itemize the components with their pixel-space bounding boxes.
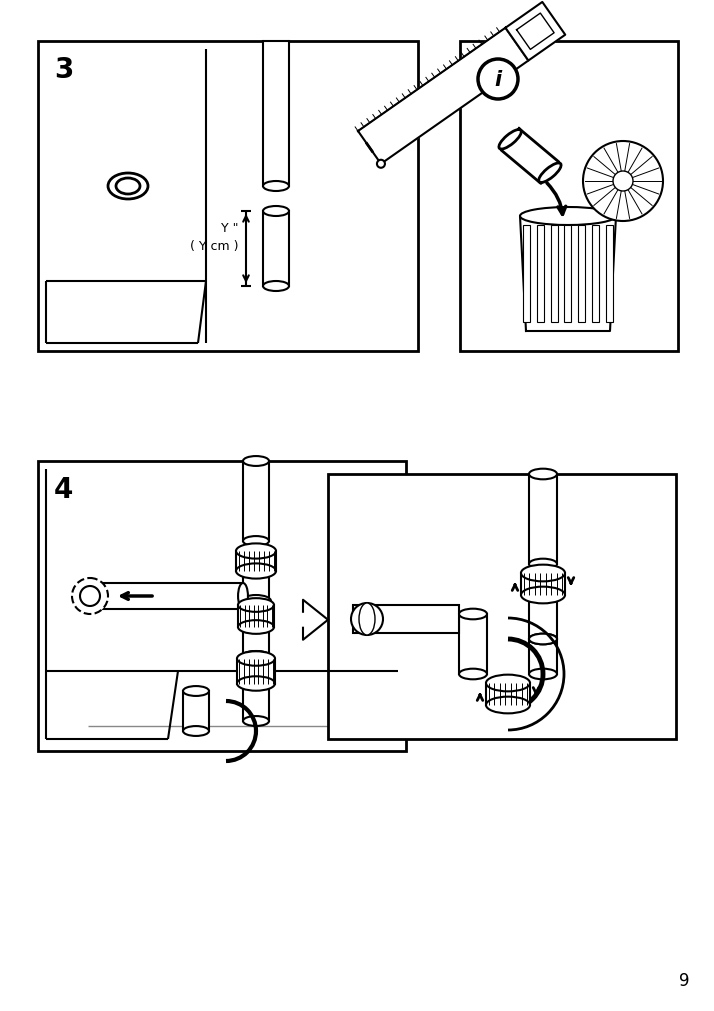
Ellipse shape (243, 717, 269, 726)
Ellipse shape (242, 651, 270, 661)
Ellipse shape (243, 566, 269, 576)
Polygon shape (520, 216, 616, 332)
Text: 4: 4 (54, 475, 74, 503)
Bar (243, 684, 269, 721)
Bar (237, 659, 275, 683)
Ellipse shape (243, 537, 269, 546)
Bar (486, 683, 530, 706)
Circle shape (80, 586, 100, 607)
Circle shape (613, 172, 633, 192)
Circle shape (72, 578, 108, 615)
Bar (38, 462, 406, 751)
Bar (459, 615, 487, 674)
Polygon shape (506, 3, 565, 62)
Bar (529, 474, 557, 564)
Circle shape (478, 60, 518, 100)
Ellipse shape (183, 726, 209, 736)
Polygon shape (501, 129, 559, 184)
Bar (529, 639, 557, 674)
Ellipse shape (243, 602, 269, 612)
Bar (38, 42, 418, 352)
Bar (550, 226, 558, 323)
Bar (565, 226, 571, 323)
Circle shape (583, 142, 663, 221)
Bar (537, 226, 544, 323)
Ellipse shape (486, 697, 530, 714)
Ellipse shape (263, 282, 289, 292)
Ellipse shape (243, 679, 269, 690)
Bar (90, 583, 243, 610)
Ellipse shape (529, 669, 557, 679)
Bar (521, 573, 565, 595)
Bar (592, 226, 599, 323)
Text: 9: 9 (680, 971, 690, 989)
Ellipse shape (486, 675, 530, 692)
Ellipse shape (459, 609, 487, 620)
Bar (605, 226, 613, 323)
Circle shape (351, 604, 383, 635)
Ellipse shape (237, 676, 275, 692)
Ellipse shape (241, 595, 271, 608)
Ellipse shape (238, 583, 248, 610)
Ellipse shape (263, 207, 289, 216)
Ellipse shape (116, 179, 140, 195)
Ellipse shape (499, 130, 521, 150)
Ellipse shape (243, 457, 269, 466)
Ellipse shape (238, 621, 274, 634)
Polygon shape (517, 14, 554, 51)
Bar (529, 595, 557, 639)
Text: Y ": Y " (221, 221, 238, 235)
Ellipse shape (459, 669, 487, 679)
Ellipse shape (243, 623, 269, 632)
Ellipse shape (529, 634, 557, 645)
Bar (243, 571, 269, 607)
Ellipse shape (108, 174, 148, 200)
Ellipse shape (236, 544, 276, 559)
Bar (243, 462, 269, 542)
Ellipse shape (236, 564, 276, 579)
Bar (183, 692, 209, 731)
Ellipse shape (359, 604, 375, 635)
Text: 3: 3 (54, 56, 74, 84)
Bar (578, 226, 585, 323)
Ellipse shape (520, 208, 616, 225)
Ellipse shape (243, 651, 269, 661)
Ellipse shape (183, 686, 209, 697)
Bar (328, 474, 676, 739)
Text: i: i (494, 70, 501, 90)
Ellipse shape (263, 182, 289, 192)
Circle shape (377, 161, 385, 169)
Ellipse shape (237, 652, 275, 666)
Bar (263, 211, 289, 287)
Bar (236, 551, 276, 571)
Bar (238, 606, 274, 628)
Text: ( Y cm ): ( Y cm ) (189, 240, 238, 253)
Polygon shape (358, 28, 528, 165)
Ellipse shape (238, 599, 274, 613)
Polygon shape (298, 601, 328, 640)
Bar (243, 628, 269, 656)
Ellipse shape (529, 469, 557, 480)
Ellipse shape (539, 164, 561, 183)
Bar (353, 606, 459, 633)
Ellipse shape (521, 587, 565, 604)
Ellipse shape (529, 559, 557, 570)
Bar (263, 42, 289, 187)
Ellipse shape (529, 590, 557, 601)
Bar (523, 226, 531, 323)
Ellipse shape (521, 565, 565, 581)
Ellipse shape (529, 634, 557, 645)
Bar (460, 42, 678, 352)
